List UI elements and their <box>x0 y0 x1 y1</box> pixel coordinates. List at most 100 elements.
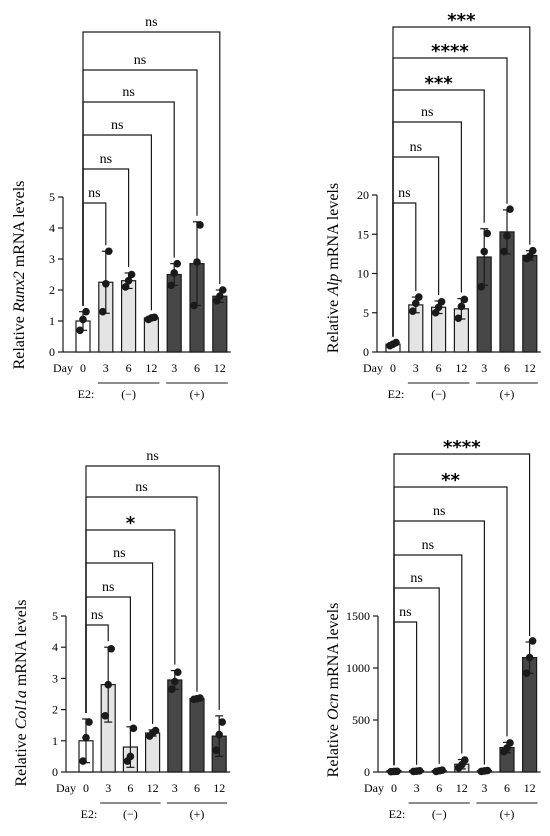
data-point <box>525 653 534 662</box>
bar <box>522 254 538 353</box>
significance-label: ns <box>111 118 123 133</box>
significance-label: ns <box>88 186 100 201</box>
x-tick-label: 6 <box>127 781 133 795</box>
y-tick-label: 0 <box>52 765 58 779</box>
x-tick-label: 0 <box>80 361 86 375</box>
group-label-plus: (+) <box>190 807 205 821</box>
x-prefix-label: Day <box>56 781 76 795</box>
data-point <box>461 756 469 764</box>
x-tick-label: 3 <box>103 361 109 375</box>
y-tick-label: 5 <box>363 306 369 320</box>
data-point <box>483 229 492 238</box>
data-point <box>528 637 537 645</box>
significance-label: ns <box>91 608 103 623</box>
data-point <box>393 767 401 776</box>
x-tick-label: 6 <box>504 781 510 795</box>
data-point <box>104 680 112 689</box>
significance-label: **** <box>431 41 469 62</box>
significance-label: *** <box>447 10 476 31</box>
x-tick-label: 6 <box>504 361 510 375</box>
data-point <box>215 730 223 739</box>
x-tick-label: 3 <box>481 361 487 375</box>
significance-label: ns <box>410 140 422 155</box>
comparison-bracket <box>82 134 152 311</box>
y-tick-label: 4 <box>52 640 58 654</box>
significance-label: ns <box>102 580 114 595</box>
comparison-bracket <box>392 26 531 337</box>
y-tick-label: 0 <box>363 345 369 359</box>
x-tick-label: 12 <box>213 781 225 795</box>
group-label-minus: (−) <box>431 387 446 401</box>
significance-label: ns <box>410 571 422 586</box>
data-point <box>460 295 469 304</box>
x-tick-label: 3 <box>414 781 420 795</box>
comparison-bracket <box>393 486 508 766</box>
y-tick-label: 500 <box>352 713 370 727</box>
y-axis-label-prefix: Relative <box>325 720 342 777</box>
bar <box>120 280 137 353</box>
comparison-bracket <box>393 453 531 766</box>
data-point <box>196 694 204 702</box>
data-point <box>216 292 224 301</box>
e2-label: E2: <box>81 807 98 821</box>
data-point <box>437 297 446 306</box>
x-tick-label: 12 <box>147 781 159 795</box>
x-tick-label: 0 <box>391 781 397 795</box>
x-prefix-label: Day <box>364 781 384 795</box>
e2-label: E2: <box>78 387 95 401</box>
data-point <box>477 283 486 291</box>
x-tick-label: 3 <box>105 781 111 795</box>
data-point <box>218 718 226 726</box>
y-axis-label: Relative Alp mRNA levels <box>325 183 342 353</box>
data-point <box>483 766 492 775</box>
x-tick-label: 12 <box>524 781 536 795</box>
data-point <box>150 313 159 322</box>
significance-label: ns <box>399 605 411 620</box>
data-point <box>105 247 113 256</box>
data-point <box>82 733 90 742</box>
bar <box>143 317 159 353</box>
significance-label: *** <box>424 73 453 94</box>
y-tick-label: 15 <box>357 227 369 241</box>
y-tick-label: 1000 <box>346 661 370 675</box>
group-label-plus: (+) <box>500 807 515 821</box>
data-point <box>190 301 198 310</box>
data-point <box>392 338 400 347</box>
group-label-minus: (−) <box>432 807 447 821</box>
data-point <box>457 302 466 311</box>
group-label-plus: (+) <box>500 387 515 401</box>
x-tick-label: 3 <box>481 781 487 795</box>
y-tick-label: 4 <box>49 221 55 235</box>
group-label-minus: (−) <box>121 387 136 401</box>
data-point <box>454 314 463 323</box>
significance-label: ns <box>421 105 433 120</box>
data-point <box>79 757 87 765</box>
data-point <box>196 221 204 229</box>
data-point <box>99 307 107 316</box>
y-tick-label: 3 <box>52 671 58 685</box>
comparison-bracket <box>82 31 221 306</box>
data-point <box>101 712 109 720</box>
data-point <box>121 283 130 291</box>
significance-label: ns <box>398 186 410 201</box>
e2-label: E2: <box>388 387 405 401</box>
significance-label: * <box>126 513 136 534</box>
y-axis-label-prefix: Relative <box>13 729 30 786</box>
data-point <box>415 293 423 301</box>
y-axis-label-gene: Runx2 <box>11 271 28 313</box>
x-tick-label: 12 <box>456 781 468 795</box>
y-axis-label: Relative Ocn mRNA levels <box>325 603 342 778</box>
significance-label: ns <box>145 15 157 30</box>
data-point <box>193 258 201 266</box>
significance-label: ** <box>441 470 460 491</box>
data-point <box>129 724 138 733</box>
significance-label: ns <box>433 504 445 519</box>
data-point <box>102 280 110 288</box>
comparison-bracket <box>393 621 418 766</box>
y-tick-label: 20 <box>357 188 369 202</box>
x-tick-label: 6 <box>194 361 200 375</box>
bar <box>189 698 205 773</box>
data-point <box>76 326 84 335</box>
data-point <box>529 246 537 255</box>
